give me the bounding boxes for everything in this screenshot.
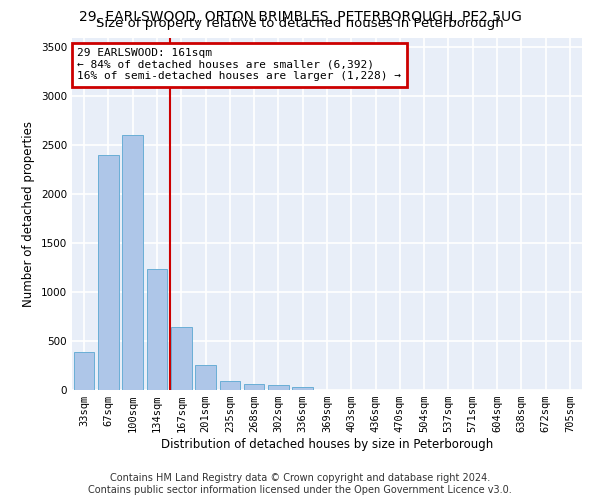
Y-axis label: Number of detached properties: Number of detached properties	[22, 120, 35, 306]
Bar	[244, 384, 265, 390]
Bar	[171, 327, 191, 390]
Bar	[74, 352, 94, 390]
X-axis label: Distribution of detached houses by size in Peterborough: Distribution of detached houses by size …	[161, 438, 493, 451]
Bar	[220, 380, 240, 390]
Text: Contains HM Land Registry data © Crown copyright and database right 2024.
Contai: Contains HM Land Registry data © Crown c…	[88, 474, 512, 495]
Text: 29, EARLSWOOD, ORTON BRIMBLES, PETERBOROUGH, PE2 5UG: 29, EARLSWOOD, ORTON BRIMBLES, PETERBORO…	[79, 10, 521, 24]
Bar	[292, 386, 313, 390]
Bar	[146, 268, 167, 390]
Text: Size of property relative to detached houses in Peterborough: Size of property relative to detached ho…	[96, 18, 504, 30]
Bar	[268, 384, 289, 390]
Bar	[195, 365, 216, 390]
Bar	[98, 155, 119, 390]
Text: 29 EARLSWOOD: 161sqm
← 84% of detached houses are smaller (6,392)
16% of semi-de: 29 EARLSWOOD: 161sqm ← 84% of detached h…	[77, 48, 401, 82]
Bar	[122, 136, 143, 390]
